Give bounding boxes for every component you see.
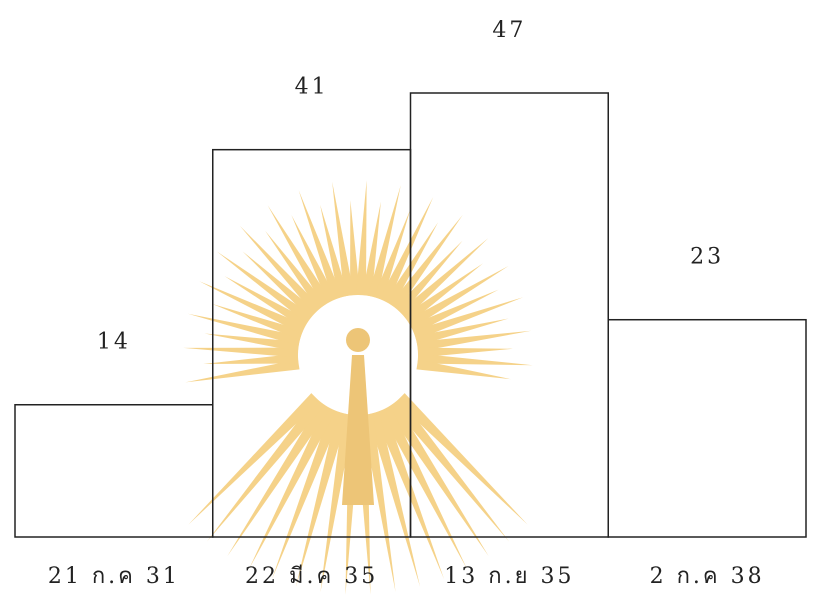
x-tick-label: 21 ก.ค 31 (48, 564, 180, 589)
watermark-ray (379, 196, 434, 303)
watermark-ray (384, 222, 439, 307)
watermark-ray (394, 240, 463, 315)
watermark-ray (267, 205, 332, 307)
watermark-ray (373, 209, 411, 301)
watermark (183, 180, 533, 595)
plot-area: 14 21 ก.ค 31 41 22 มี.ค 35 47 13 ก.ย 35 23 2 ก.… (14, 18, 807, 589)
watermark-ray (417, 347, 513, 358)
watermark-ray (187, 313, 301, 346)
watermark-ray (416, 359, 512, 380)
value-label: 41 (295, 75, 329, 100)
watermark-ray (361, 201, 381, 297)
watermark-ray (415, 318, 509, 346)
watermark-ray (199, 281, 306, 335)
watermark-ray (332, 181, 355, 297)
watermark-ray (389, 214, 463, 310)
value-label: 47 (492, 18, 526, 43)
watermark-ray (216, 251, 313, 324)
watermark-ray (295, 411, 349, 587)
watermark-ray (227, 402, 331, 557)
value-label: 14 (97, 330, 131, 355)
watermark-ray (355, 180, 367, 296)
watermark-ray (188, 393, 320, 525)
watermark-ray (206, 397, 325, 542)
watermark-ray (407, 265, 509, 329)
watermark-ray (379, 405, 467, 569)
watermark-ray (298, 190, 343, 301)
watermark-ray (399, 238, 489, 319)
x-tick-label: 13 ก.ย 35 (444, 564, 574, 589)
watermark-ray (183, 347, 299, 358)
watermark-ray (396, 393, 528, 525)
watermark-ray (239, 225, 322, 315)
watermark-ray (242, 251, 317, 319)
watermark-ray (367, 185, 401, 299)
value-label: 23 (690, 245, 724, 270)
watermark-ray (204, 333, 300, 352)
watermark-ray (320, 204, 349, 299)
bar (409, 92, 609, 538)
watermark-ray (224, 276, 309, 329)
watermark-ray (403, 263, 483, 324)
watermark-pillar (342, 355, 374, 505)
watermark-ray (412, 297, 524, 340)
watermark-ray (185, 359, 300, 383)
watermark-ray (249, 405, 337, 569)
watermark-ray (350, 200, 361, 296)
watermark-ray (211, 303, 304, 340)
bar (607, 318, 807, 538)
watermark-ray (410, 289, 499, 335)
watermark-ray (391, 397, 510, 542)
x-tick-label: 22 มี.ค 35 (245, 564, 378, 589)
watermark-ray (203, 353, 299, 365)
watermark-ray (416, 330, 532, 352)
x-tick-label: 2 ก.ค 38 (650, 564, 765, 589)
watermark-orb (346, 328, 370, 352)
watermark-ray (367, 411, 421, 587)
watermark-ray (265, 230, 327, 310)
watermark-ray (291, 215, 337, 303)
watermark-ray (417, 353, 533, 366)
watermark-ray (385, 402, 489, 557)
bar (14, 403, 214, 538)
